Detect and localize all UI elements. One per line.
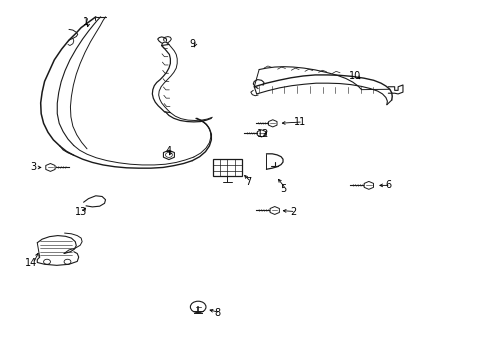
Text: 7: 7 bbox=[245, 177, 251, 187]
Text: 11: 11 bbox=[294, 117, 306, 127]
Text: 13: 13 bbox=[74, 207, 86, 217]
Text: 10: 10 bbox=[348, 71, 360, 81]
Text: 12: 12 bbox=[256, 129, 269, 139]
Text: 9: 9 bbox=[189, 40, 196, 49]
Text: 6: 6 bbox=[385, 180, 390, 190]
Text: 8: 8 bbox=[214, 308, 220, 318]
Text: 1: 1 bbox=[83, 17, 89, 27]
Text: 5: 5 bbox=[280, 184, 286, 194]
Text: 2: 2 bbox=[289, 207, 296, 217]
Text: 3: 3 bbox=[31, 162, 37, 172]
Text: 4: 4 bbox=[165, 146, 172, 156]
Text: 14: 14 bbox=[25, 258, 37, 268]
